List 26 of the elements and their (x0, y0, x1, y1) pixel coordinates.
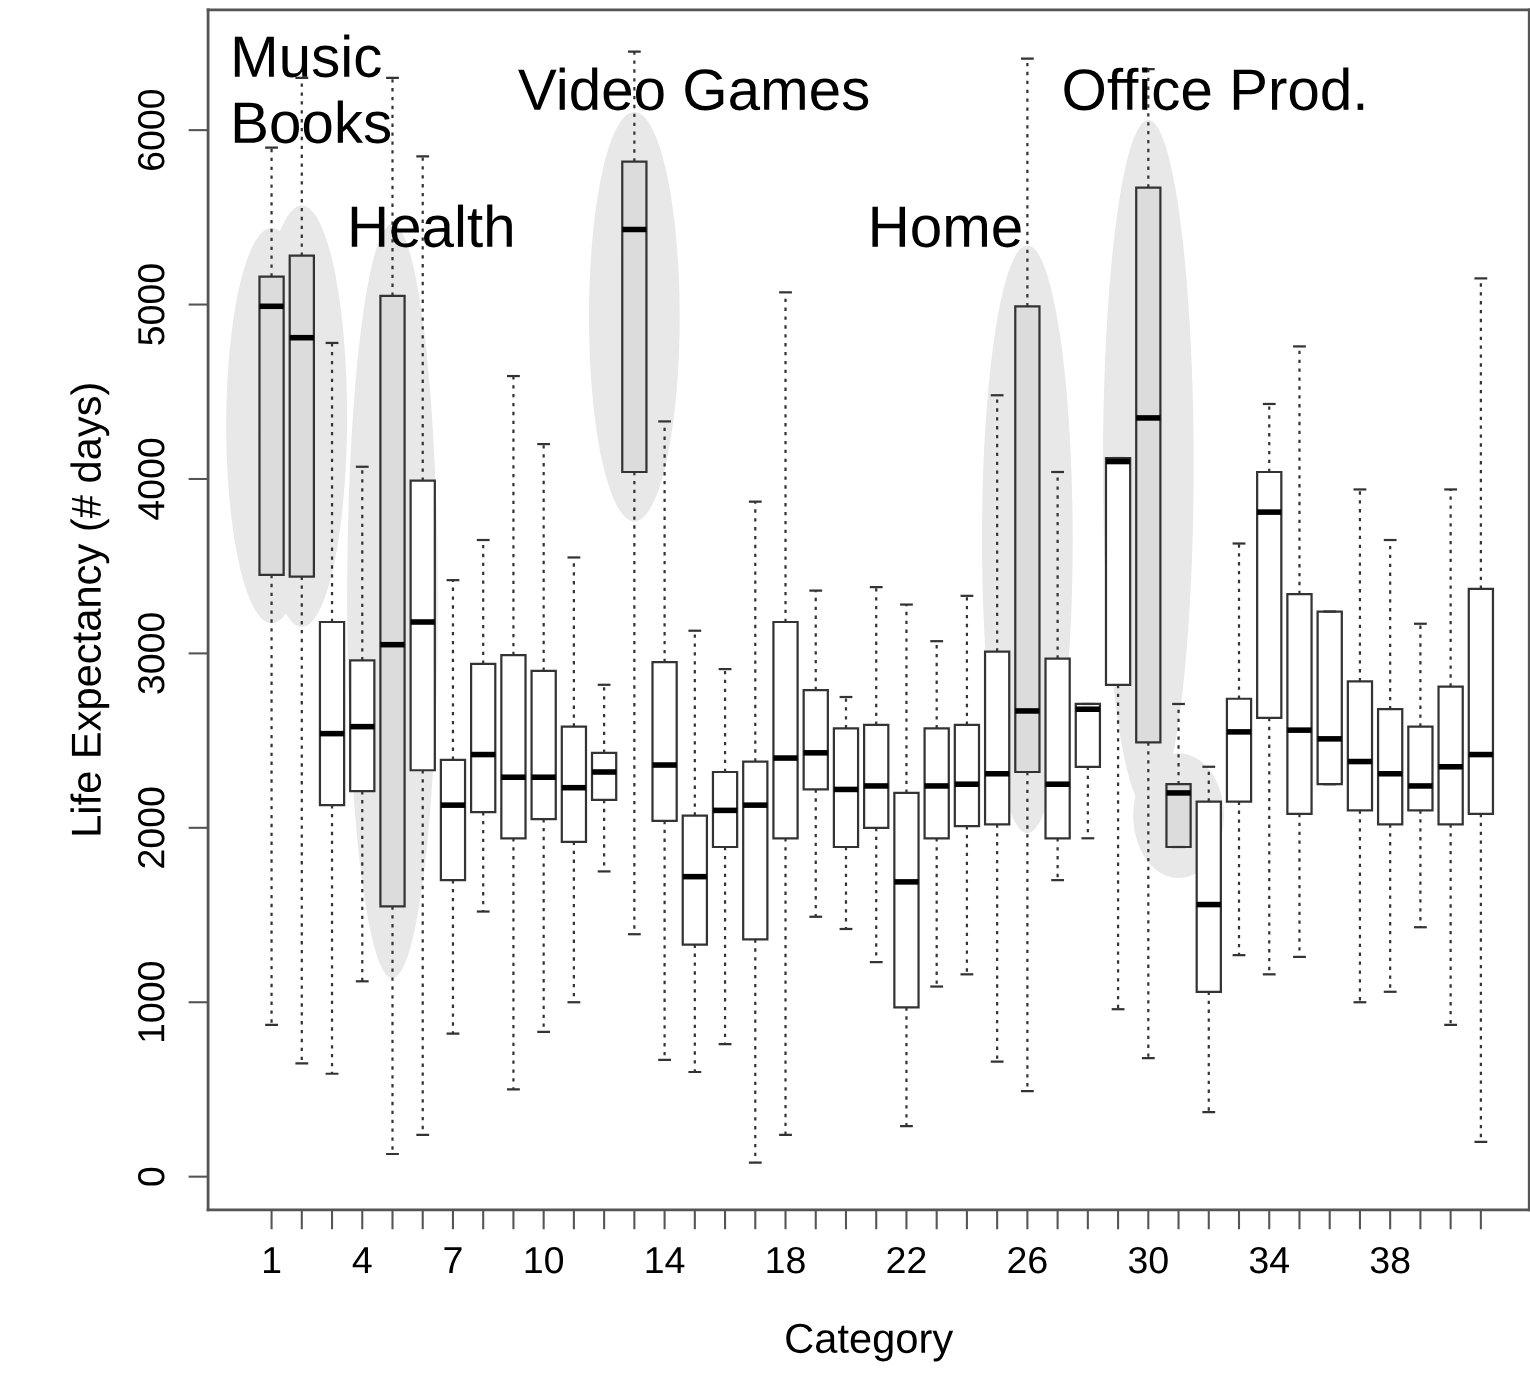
y-tick-label: 3000 (138, 613, 165, 694)
x-tick-label: 14 (646, 1247, 685, 1274)
annotation: Home (872, 206, 1021, 248)
x-tick-label: 30 (1128, 1246, 1168, 1274)
y-tick-label: 0 (138, 1167, 165, 1186)
annotation: Health (351, 204, 512, 248)
annotation: Office Prod. (1064, 67, 1364, 111)
y-axis-title: Life Expectancy (# days) (70, 384, 110, 835)
y-tick-label: 5000 (138, 264, 165, 345)
x-tick-label: 10 (525, 1246, 564, 1274)
x-tick-label: 34 (1249, 1246, 1289, 1274)
y-tick-label: 6000 (138, 89, 165, 170)
y-tick-label: 4000 (138, 438, 165, 520)
x-tick-label: 38 (1370, 1246, 1410, 1274)
x-tick-label: 26 (1008, 1246, 1047, 1274)
x-tick-label: 18 (767, 1246, 805, 1274)
x-tick-label: 4 (352, 1247, 372, 1274)
x-tick-label: 7 (444, 1247, 462, 1274)
x-axis-title: Category (786, 1323, 954, 1362)
annotation: Music (234, 34, 381, 78)
x-tick-label: 22 (887, 1246, 926, 1274)
y-tick-label: 1000 (138, 961, 165, 1042)
y-tick-label: 2000 (138, 787, 165, 868)
annotation: Video Games (518, 67, 869, 111)
x-tick-label: 1 (264, 1247, 281, 1274)
annotation: Books (234, 100, 391, 144)
